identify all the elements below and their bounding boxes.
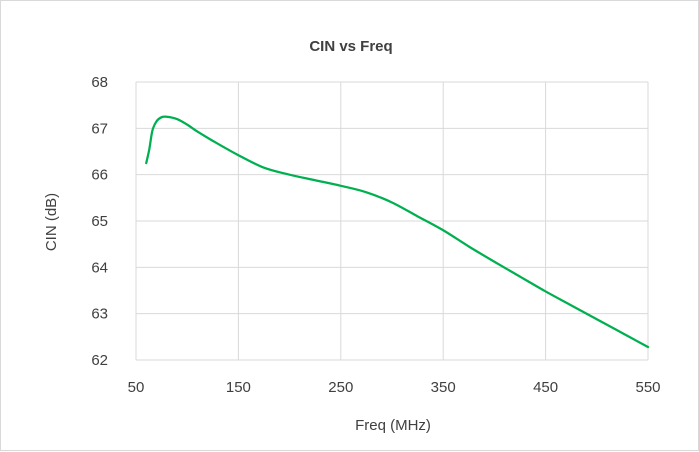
- y-axis-title: CIN (dB): [43, 193, 60, 251]
- y-tick-label: 63: [91, 306, 108, 323]
- x-axis-title: Freq (MHz): [355, 417, 431, 434]
- x-tick-label: 250: [328, 379, 353, 396]
- x-tick-label: 50: [128, 379, 145, 396]
- x-axis-tick-labels: 50 150 250 350 450 550: [128, 379, 661, 396]
- x-tick-label: 550: [635, 379, 660, 396]
- y-tick-label: 67: [91, 120, 108, 137]
- series-line: [145, 115, 650, 349]
- x-tick-label: 150: [226, 379, 251, 396]
- chart-title: CIN vs Freq: [309, 38, 392, 55]
- y-tick-label: 62: [91, 352, 108, 369]
- y-tick-label: 66: [91, 167, 108, 184]
- x-tick-label: 350: [431, 379, 456, 396]
- series-layer: [145, 115, 650, 349]
- y-axis-tick-labels: 62 63 64 65 66 67 68: [91, 74, 108, 369]
- y-tick-label: 64: [91, 259, 108, 276]
- y-tick-label: 68: [91, 74, 108, 91]
- gridlines: [135, 81, 649, 361]
- y-tick-label: 65: [91, 213, 108, 230]
- x-tick-label: 450: [533, 379, 558, 396]
